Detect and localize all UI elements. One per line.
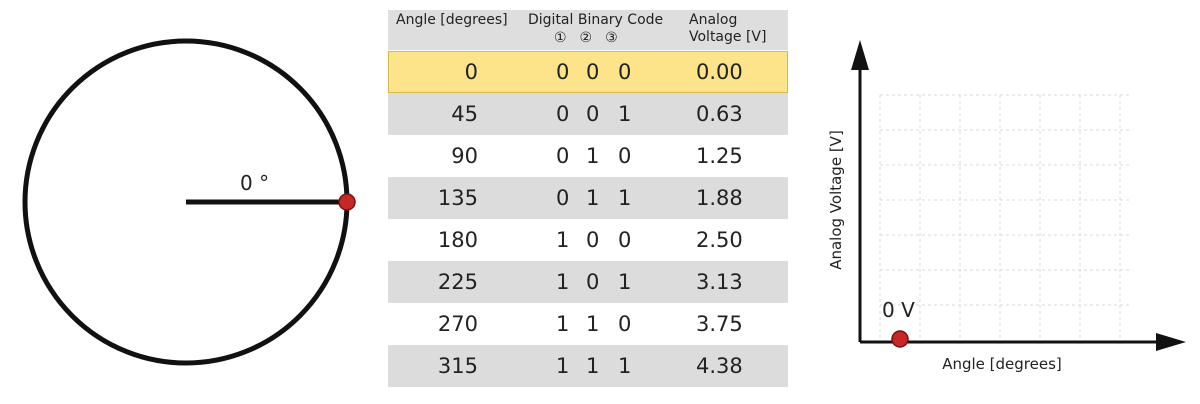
- graph-grid: [879, 94, 1130, 338]
- cell-bit-2: 1: [586, 144, 600, 168]
- cell-bit-1: 0: [556, 144, 570, 168]
- table-row: 90 0 1 0 1.25: [388, 135, 788, 177]
- cell-angle: 225: [437, 270, 478, 294]
- cell-bit-3: 0: [618, 312, 632, 336]
- cell-bit-2: 1: [586, 312, 600, 336]
- cell-bit-1: 1: [556, 312, 570, 336]
- cell-voltage: 1.25: [696, 144, 743, 168]
- cell-bit-3: 1: [618, 354, 632, 378]
- y-axis-arrow: [851, 40, 869, 70]
- cell-voltage: 3.75: [696, 312, 743, 336]
- table-row: 315 1 1 1 4.38: [388, 345, 788, 387]
- cell-voltage: 3.13: [696, 270, 743, 294]
- cell-bit-3: 0: [618, 60, 632, 84]
- cell-bit-1: 0: [556, 60, 570, 84]
- cell-voltage: 2.50: [696, 228, 743, 252]
- point-label: 0 V: [882, 298, 915, 322]
- cell-voltage: 4.38: [696, 354, 743, 378]
- cell-angle: 0: [464, 60, 478, 84]
- x-axis-label: Angle [degrees]: [942, 355, 1062, 373]
- table-row: 180 1 0 0 2.50: [388, 219, 788, 261]
- table-row: 45 0 0 1 0.63: [388, 93, 788, 135]
- cell-bit-3: 0: [618, 228, 632, 252]
- cell-bit-3: 1: [618, 186, 632, 210]
- cell-bit-3: 1: [618, 102, 632, 126]
- cell-bit-2: 0: [586, 228, 600, 252]
- cell-bit-2: 0: [586, 60, 600, 84]
- cell-bit-3: 0: [618, 144, 632, 168]
- y-axis-label: Analog Voltage [V]: [827, 130, 845, 270]
- table-row: 270 1 1 0 3.75: [388, 303, 788, 345]
- cell-voltage: 0.00: [696, 60, 743, 84]
- cell-bit-1: 0: [556, 102, 570, 126]
- cell-bit-2: 1: [586, 186, 600, 210]
- table-row: 135 0 1 1 1.88: [388, 177, 788, 219]
- cell-angle: 315: [437, 354, 478, 378]
- cell-bit-1: 1: [556, 228, 570, 252]
- header-voltage: Analog Voltage [V]: [689, 12, 767, 45]
- voltage-graph-svg: Analog Voltage [V] Angle [degrees] 0 V: [827, 40, 1186, 373]
- header-bit-numbers: ①②③: [554, 30, 631, 46]
- cell-angle: 180: [437, 228, 478, 252]
- header-angle: Angle [degrees]: [396, 12, 508, 28]
- angle-circle-svg: 0 °: [22, 38, 356, 366]
- cell-angle: 90: [451, 144, 478, 168]
- table-row: 225 1 0 1 3.13: [388, 261, 788, 303]
- header-binary-code: Digital Binary Code: [528, 12, 664, 28]
- table-header: Angle [degrees] Digital Binary Code ①②③ …: [388, 10, 788, 50]
- cell-angle: 270: [437, 312, 478, 336]
- cell-bit-2: 0: [586, 102, 600, 126]
- angle-label: 0 °: [240, 171, 269, 195]
- position-marker: [338, 193, 356, 211]
- cell-voltage: 1.88: [696, 186, 743, 210]
- cell-bit-3: 1: [618, 270, 632, 294]
- cell-bit-1: 0: [556, 186, 570, 210]
- cell-bit-1: 1: [556, 354, 570, 378]
- voltage-graph-panel: Analog Voltage [V] Angle [degrees] 0 V: [810, 0, 1200, 400]
- x-axis-arrow: [1156, 333, 1186, 351]
- cell-bit-2: 1: [586, 354, 600, 378]
- voltage-point: [891, 330, 909, 348]
- cell-angle: 135: [437, 186, 478, 210]
- cell-voltage: 0.63: [696, 102, 743, 126]
- cell-angle: 45: [451, 102, 478, 126]
- cell-bit-2: 0: [586, 270, 600, 294]
- cell-bit-1: 1: [556, 270, 570, 294]
- table-row: 0 0 0 0 0.00: [388, 51, 788, 93]
- angle-circle-panel: 0 °: [0, 0, 380, 400]
- conversion-table: Angle [degrees] Digital Binary Code ①②③ …: [388, 10, 788, 390]
